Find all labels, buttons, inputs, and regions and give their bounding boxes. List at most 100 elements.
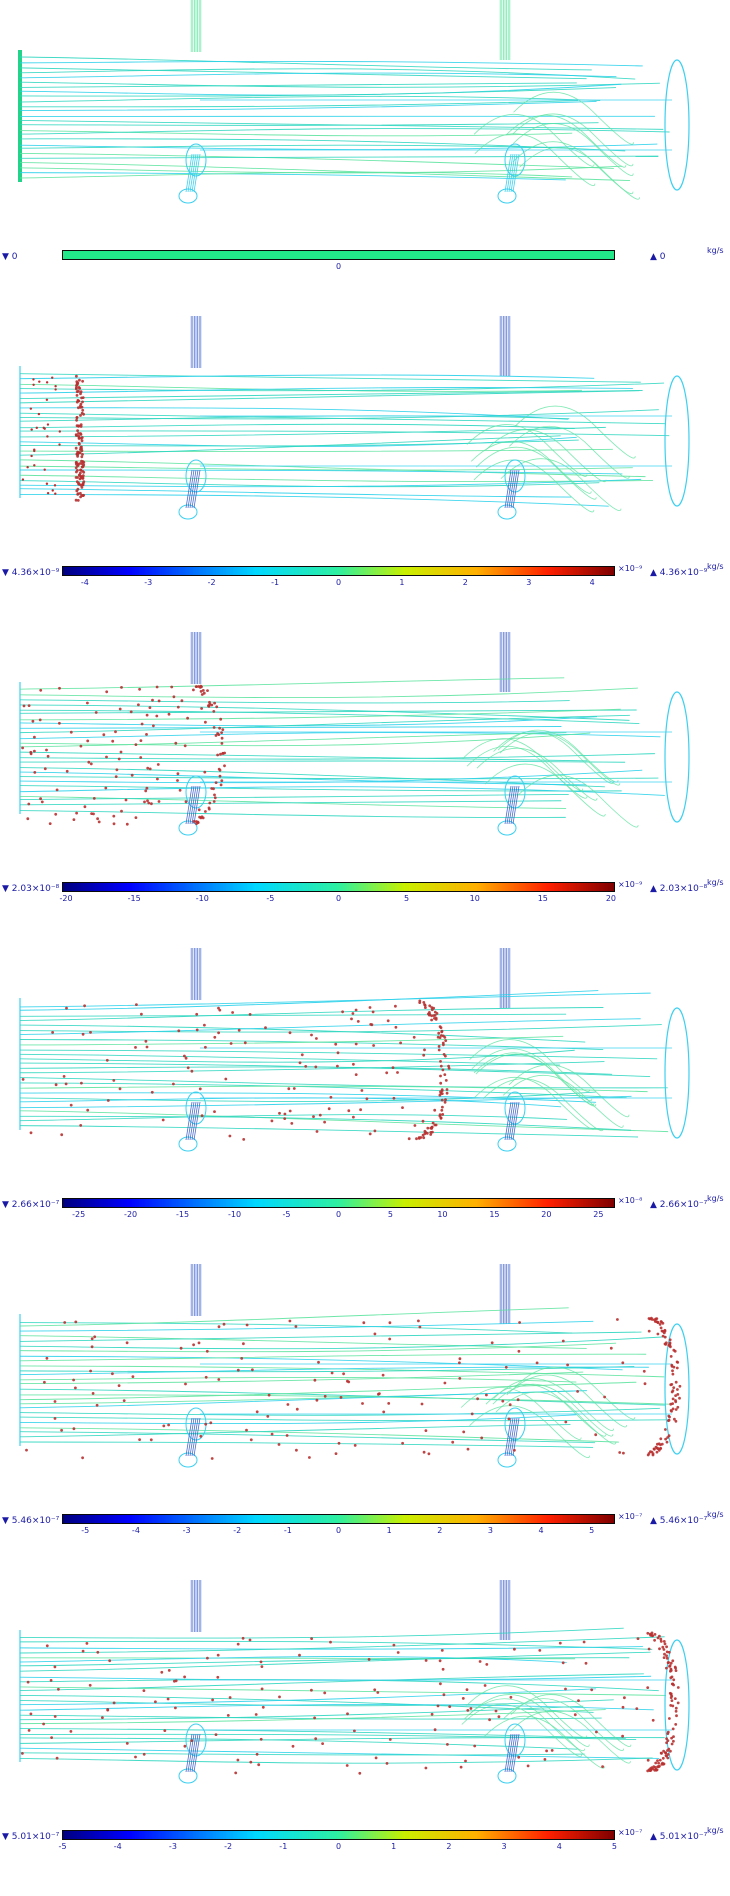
scale-tick-label: 2 bbox=[462, 578, 468, 587]
scale-tick-label: 25 bbox=[593, 1210, 604, 1219]
streamlines bbox=[19, 990, 672, 1138]
color-scale-bar bbox=[62, 250, 615, 260]
unit-label: kg/s bbox=[707, 1826, 724, 1835]
particles bbox=[21, 374, 86, 502]
scale-tick-label: -25 bbox=[72, 1210, 86, 1219]
legend-max-label: ▲ 5.46×10⁻⁷ bbox=[650, 1516, 708, 1526]
scale-tick-label: -10 bbox=[228, 1210, 242, 1219]
scale-tick-label: -4 bbox=[80, 578, 89, 587]
scale-multiplier: ×10⁻⁷ bbox=[618, 1512, 643, 1521]
scale-tick-label: 5 bbox=[611, 1842, 617, 1851]
scale-tick-label: 4 bbox=[538, 1526, 544, 1535]
flow-plot bbox=[18, 0, 690, 204]
legend-min-label: ▼ 2.66×10⁻⁷ bbox=[2, 1200, 60, 1210]
outlet-ring bbox=[664, 375, 690, 507]
scale-tick-label: -4 bbox=[131, 1526, 140, 1535]
legend-min-label: ▼ 0 bbox=[2, 252, 18, 262]
bottom-nozzle bbox=[497, 1407, 526, 1468]
scale-tick-label: -5 bbox=[266, 894, 275, 903]
legend-max-label: ▲ 0 bbox=[650, 252, 666, 262]
bottom-nozzle bbox=[178, 1407, 207, 1468]
unit-label: kg/s bbox=[707, 1510, 724, 1519]
scale-multiplier: ×10⁻⁸ bbox=[618, 1196, 643, 1205]
legend-min-label: ▼ 5.46×10⁻⁷ bbox=[2, 1516, 60, 1526]
bottom-nozzle bbox=[497, 775, 526, 836]
color-scale-bar bbox=[62, 566, 615, 576]
outlet-ring bbox=[664, 1639, 690, 1771]
top-nozzle bbox=[190, 1264, 202, 1316]
streamlines bbox=[19, 56, 672, 200]
legend-min-label: ▼ 5.01×10⁻⁷ bbox=[2, 1832, 60, 1842]
bottom-nozzle bbox=[497, 1091, 526, 1152]
top-nozzle bbox=[190, 1580, 202, 1632]
top-nozzle bbox=[190, 0, 202, 52]
top-nozzle bbox=[190, 316, 202, 368]
bottom-nozzle bbox=[178, 143, 207, 204]
scale-tick-label: 10 bbox=[437, 1210, 448, 1219]
scale-tick-label: -2 bbox=[207, 578, 216, 587]
scale-tick-label: -20 bbox=[124, 1210, 138, 1219]
top-nozzle bbox=[499, 316, 511, 376]
scale-tick-label: -5 bbox=[282, 1210, 291, 1219]
legend-min-label: ▼ 2.03×10⁻⁸ bbox=[2, 884, 60, 894]
scale-tick-label: 0 bbox=[335, 578, 342, 587]
top-nozzle bbox=[190, 632, 202, 684]
legend-max-label: ▲ 5.01×10⁻⁷ bbox=[650, 1832, 708, 1842]
unit-label: kg/s bbox=[707, 1194, 724, 1203]
top-nozzle bbox=[499, 0, 511, 60]
streamlines bbox=[19, 677, 672, 828]
bottom-nozzle bbox=[497, 1723, 526, 1784]
scale-tick-label: 4 bbox=[556, 1842, 562, 1851]
scale-multiplier: ×10⁻⁷ bbox=[618, 1828, 643, 1837]
panel-3: ▼ 2.03×10⁻⁸ -20 -15 -10 -5 0 5 10 15 20 ×10⁻⁹ ▲ 2.0… bbox=[0, 632, 730, 948]
bottom-nozzle bbox=[497, 143, 526, 204]
legend-max-label: ▲ 2.03×10⁻⁸ bbox=[650, 884, 708, 894]
scale-tick-label: 0 bbox=[335, 894, 342, 903]
streamlines bbox=[19, 373, 672, 513]
top-nozzle bbox=[190, 948, 202, 1000]
scale-tick-label: -3 bbox=[168, 1842, 177, 1851]
scale-tick-label: 3 bbox=[487, 1526, 493, 1535]
particles bbox=[21, 1631, 680, 1775]
top-nozzle bbox=[499, 1264, 511, 1324]
scale-tick-label: -10 bbox=[195, 894, 209, 903]
particles bbox=[25, 1316, 682, 1460]
scale-tick-label: -5 bbox=[81, 1526, 90, 1535]
scale-tick-label: 4 bbox=[589, 578, 595, 587]
scale-tick-label: 1 bbox=[391, 1842, 397, 1851]
flow-plot bbox=[19, 1580, 690, 1784]
panel-4: ▼ 2.66×10⁻⁷ -25 -20 -15 -10 -5 0 5 10 15 20 25 ×10⁻⁸… bbox=[0, 948, 730, 1264]
top-nozzle bbox=[499, 948, 511, 1008]
panel-5: ▼ 5.46×10⁻⁷ -5 -4 -3 -2 -1 0 1 2 3 4 5 ×10⁻⁷ ▲ 5.46×1… bbox=[0, 1264, 730, 1580]
color-scale-bar bbox=[62, 1198, 615, 1208]
scale-tick-label: 5 bbox=[404, 894, 410, 903]
scale-tick-label: 20 bbox=[541, 1210, 552, 1219]
scale-tick-label: 1 bbox=[386, 1526, 392, 1535]
scale-tick-label: -15 bbox=[176, 1210, 190, 1219]
scale-tick-label: 0 bbox=[335, 1526, 342, 1535]
scale-tick-label: 15 bbox=[489, 1210, 500, 1219]
color-scale-bar bbox=[62, 882, 615, 892]
scale-tick-label: -5 bbox=[58, 1842, 67, 1851]
flow-plot bbox=[19, 948, 690, 1152]
top-nozzle bbox=[499, 1580, 511, 1640]
scale-tick-label: 0 bbox=[335, 262, 342, 271]
scale-multiplier: ×10⁻⁹ bbox=[618, 564, 643, 573]
scale-tick-label: -2 bbox=[233, 1526, 242, 1535]
legend-min-label: ▼ 4.36×10⁻⁹ bbox=[2, 568, 60, 578]
bottom-nozzle bbox=[178, 1091, 207, 1152]
scale-tick-label: -4 bbox=[113, 1842, 122, 1851]
bottom-nozzle bbox=[178, 775, 207, 836]
panel-1: ▼ 0 0 ▲ 0 kg/s bbox=[0, 0, 730, 316]
scale-tick-label: 0 bbox=[335, 1210, 342, 1219]
scale-tick-label: 2 bbox=[446, 1842, 452, 1851]
scale-tick-label: 10 bbox=[469, 894, 480, 903]
bottom-nozzle bbox=[497, 459, 526, 520]
streamlines bbox=[19, 1627, 672, 1769]
scale-tick-label: -1 bbox=[271, 578, 280, 587]
streamlines bbox=[19, 1307, 672, 1458]
scale-tick-label: 5 bbox=[387, 1210, 394, 1219]
outlet-ring bbox=[664, 1007, 690, 1139]
legend-max-label: ▲ 4.36×10⁻⁹ bbox=[650, 568, 708, 578]
